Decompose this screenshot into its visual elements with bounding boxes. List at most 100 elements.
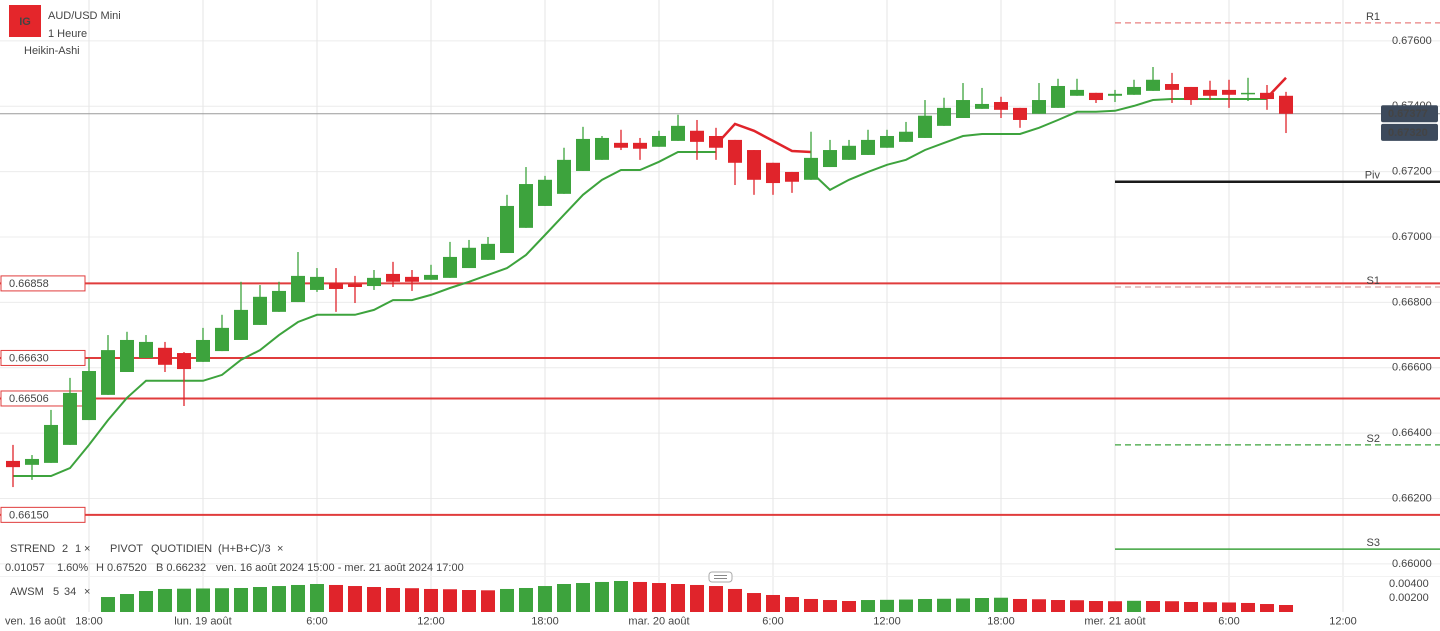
awsm-bar [709,586,724,612]
candle-body [233,309,248,340]
awsm-bar [576,583,591,612]
candle-body [728,139,743,163]
awsm-bar [214,588,229,612]
candle-body [918,115,933,138]
pivot-label: Piv [1365,170,1381,182]
candle-body [195,339,210,362]
awsm-bar [671,584,686,612]
price-badge-label: 0.67320 [1388,127,1428,139]
y-tick-label: 0.66000 [1392,558,1432,570]
candle-body [1184,86,1199,101]
candle-body [1241,92,1256,95]
candle-body [614,142,629,148]
candle-body [423,274,438,280]
awsm-bar [823,600,838,612]
awsm-bar [500,588,514,612]
remove-indicator[interactable]: × [277,543,283,555]
awsm-bar [557,584,572,612]
awsm-bar [1108,601,1123,612]
candle-body [309,276,324,290]
awsm-bar [937,598,952,612]
y-tick-label: 0.00400 [1389,578,1429,590]
price-badge-label: 0.67377 [1388,108,1428,120]
level-label: 0.66630 [9,352,49,364]
candle-body [1279,95,1294,114]
candle-body [176,353,191,370]
candle-body [576,138,591,171]
instrument-title: AUD/USD Mini [48,10,121,22]
awsm-bar [766,594,781,612]
period-range: ven. 16 août 2024 15:00 - mer. 21 août 2… [216,562,464,574]
x-tick-label: mar. 20 août [628,615,689,627]
awsm-bar [804,598,819,612]
y-tick-label: 0.67000 [1392,231,1432,243]
x-tick-label: 12:00 [873,615,901,627]
awsm-bar [176,588,191,612]
awsm-bar [480,590,495,612]
awsm-bar [690,584,705,612]
x-tick-label: 6:00 [1218,615,1239,627]
candle-body [633,142,648,149]
awsm-bar [1260,604,1275,612]
candle-body [385,273,400,282]
awsm-bar [1089,601,1104,612]
awsm-bar [1013,598,1028,612]
candle-body [1203,89,1218,96]
awsm-bar [233,587,248,612]
candle-body [271,290,286,312]
y-tick-label: 0.00200 [1389,592,1429,604]
x-tick-label: mer. 21 août [1084,615,1145,627]
awsm-bar [728,588,743,612]
awsm-bar [785,597,800,612]
x-start-bg [0,613,74,631]
x-tick-label: lun. 19 août [174,615,232,627]
candle-body [1222,89,1237,95]
candle-body [461,247,476,269]
candle-body [1146,79,1161,91]
x-tick-label: 12:00 [417,615,445,627]
candle-body [138,341,153,358]
awsm-bar [138,591,153,612]
awsm-bar [347,586,362,612]
indicator-param: QUOTIDIEN [151,543,212,555]
awsm-bar [404,588,419,612]
candle-body [861,139,876,155]
resize-handle[interactable] [708,571,733,583]
y-tick-label: 0.67200 [1392,166,1432,178]
remove-indicator[interactable]: × [84,543,90,555]
candle-body [290,275,305,303]
candle-body [252,296,267,325]
candle-body [519,184,534,228]
candle-body [404,276,419,282]
candle-body [842,145,857,160]
awsm-bar [861,600,876,612]
remove-indicator[interactable]: × [84,586,90,598]
candle-body [1127,86,1142,95]
awsm-bar [538,586,553,612]
candle-body [1051,85,1066,108]
indicator-param: 5 [53,586,59,598]
awsm-bar [157,588,172,612]
candle-body [480,243,495,260]
awsm-bar [614,580,629,612]
awsm-bar [633,581,648,612]
level-label: 0.66150 [9,509,49,521]
candle-body [709,135,724,148]
candle-body [1165,84,1180,90]
candle-body [956,100,971,119]
price-badge [1381,105,1438,123]
candle-body [595,137,610,160]
level-label-box [0,275,86,292]
candle-body [1089,92,1104,101]
candle-body [43,424,58,463]
indicator-name: STREND [10,543,55,555]
indicator-param: 1 [75,543,81,555]
indicator-param: (H+B+C)/3 [218,543,271,555]
awsm-bar [1051,600,1066,612]
y-tick-label: 0.66800 [1392,296,1432,308]
candle-body [157,347,172,365]
candle-body [747,150,762,180]
awsm-bar [918,598,933,612]
indicator-param: 2 [62,543,68,555]
x-tick-label: 12:00 [1329,615,1357,627]
